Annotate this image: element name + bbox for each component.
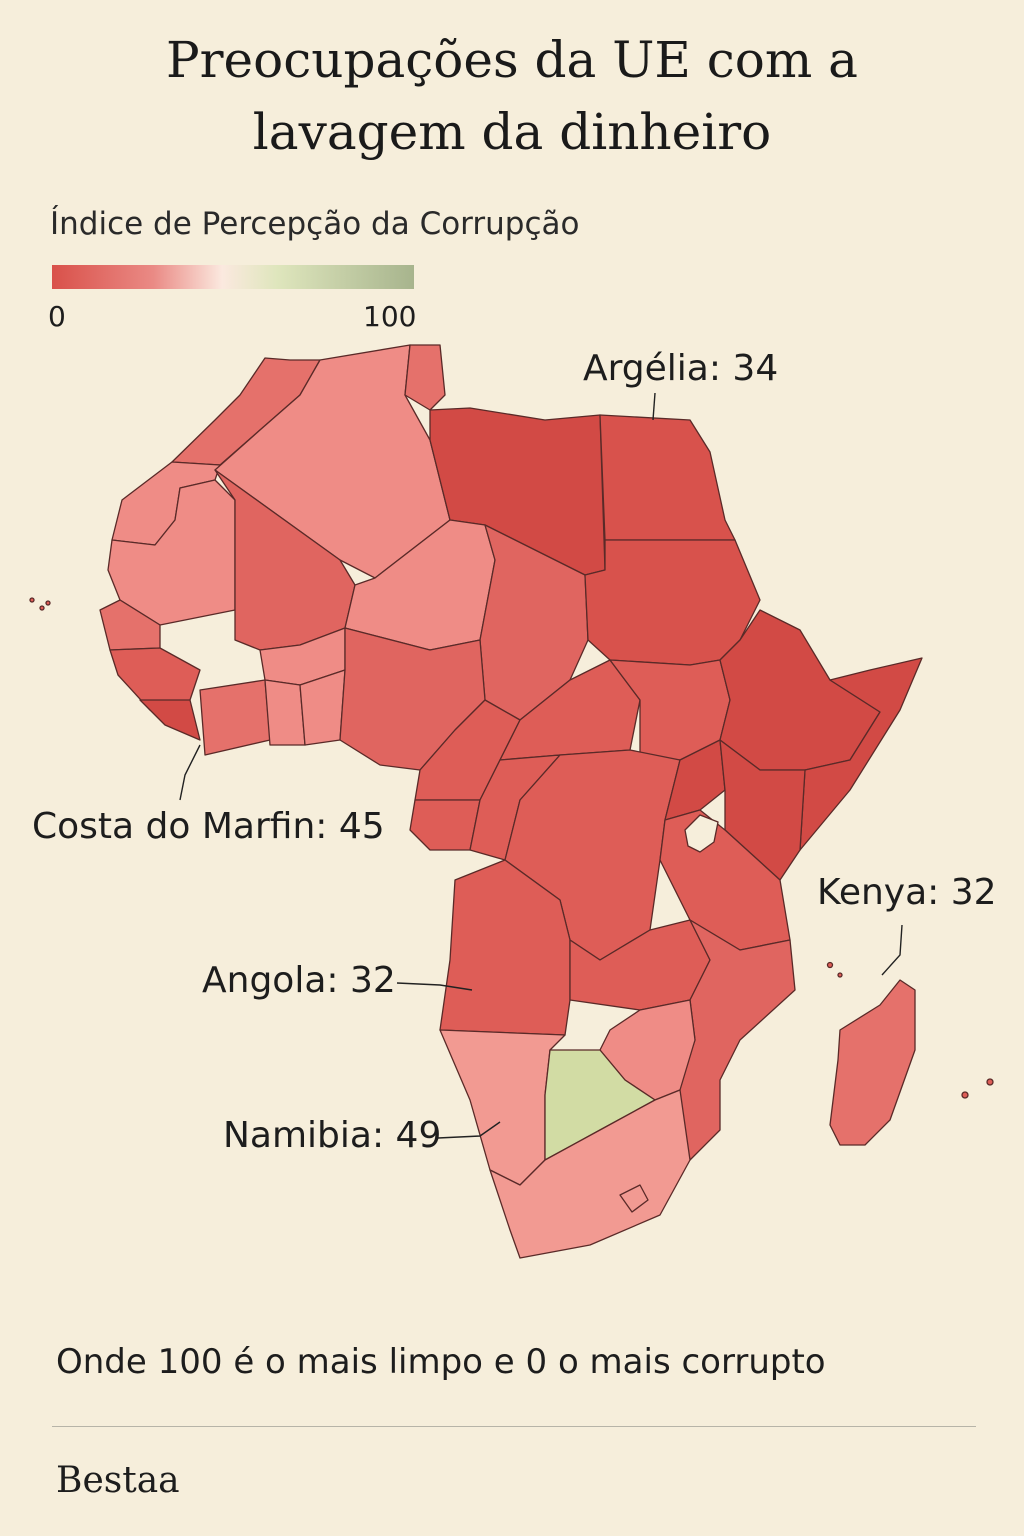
region-somalia xyxy=(799,657,923,851)
divider xyxy=(52,1426,976,1427)
leader-kenya xyxy=(881,924,903,976)
region-egypt xyxy=(599,414,736,541)
footnote: Onde 100 é o mais limpo e 0 o mais corru… xyxy=(56,1342,826,1382)
leader-angola xyxy=(396,982,473,991)
region-ghana xyxy=(264,679,306,746)
region-uganda xyxy=(664,739,726,821)
mauritius-island xyxy=(961,1091,969,1099)
label-algeria: Argélia: 34 xyxy=(583,348,779,389)
legend-max-label: 100 xyxy=(363,300,417,333)
africa-map xyxy=(29,344,994,1259)
legend-min-label: 0 xyxy=(48,300,66,333)
source-credit: Bestaa xyxy=(56,1460,180,1501)
lake-victoria xyxy=(684,814,719,853)
label-ivory-coast: Costa do Marfin: 45 xyxy=(32,806,385,847)
comoros-islands xyxy=(826,961,834,969)
cape-verde-islands xyxy=(29,597,35,603)
page-title: Preocupações da UE com a lavagem da dinh… xyxy=(0,24,1024,168)
label-angola: Angola: 32 xyxy=(202,960,396,1001)
region-liberia xyxy=(139,699,201,741)
region-madagascar xyxy=(829,979,916,1146)
label-namibia: Namibia: 49 xyxy=(223,1115,442,1156)
leader-algeria xyxy=(652,392,656,421)
region-lesotho xyxy=(619,1184,649,1213)
legend-title: Índice de Percepção da Corrupção xyxy=(50,206,580,242)
region-ivory-coast xyxy=(199,679,271,756)
region-south-africa xyxy=(489,1089,691,1259)
title-line-2: lavagem da dinheiro xyxy=(252,103,772,161)
leader-namibia xyxy=(437,1121,501,1139)
region-gabon xyxy=(409,799,481,851)
label-kenya: Kenya: 32 xyxy=(817,872,997,913)
legend-color-scale xyxy=(52,265,414,289)
region-tunisia xyxy=(404,344,446,411)
region-kenya xyxy=(719,739,806,881)
leader-ivory-coast xyxy=(179,744,201,801)
title-line-1: Preocupações da UE com a xyxy=(166,31,858,89)
region-senegal xyxy=(99,599,161,651)
